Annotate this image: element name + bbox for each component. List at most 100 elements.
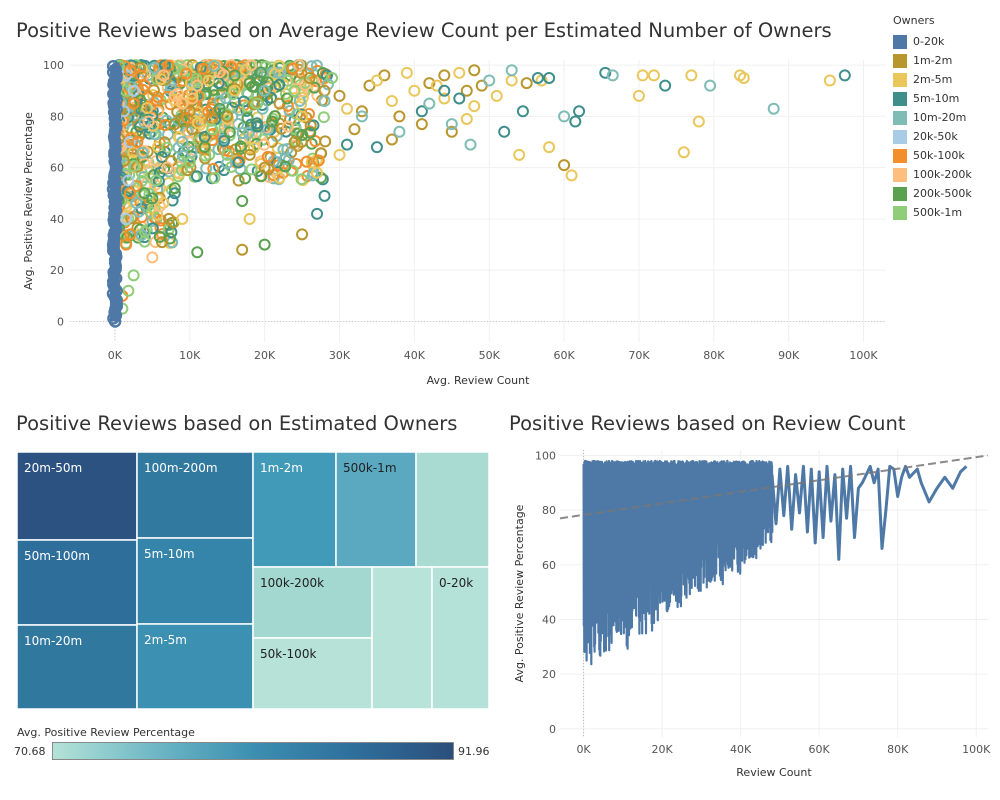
scatter-point [183, 156, 196, 169]
scatter-point [311, 207, 324, 220]
scatter-point [183, 105, 196, 118]
scatter-point [135, 69, 148, 82]
scatter-point [281, 99, 294, 112]
scatter-point [355, 110, 368, 123]
colorbar-title: Avg. Positive Review Percentage [17, 726, 195, 739]
scatter-point [265, 91, 278, 104]
legend-item[interactable]: 100k-200k [893, 165, 972, 184]
legend-swatch [893, 34, 907, 49]
scatter-point [208, 59, 221, 72]
y-tick-label: 80 [50, 110, 64, 123]
scatter-point [265, 135, 278, 148]
scatter-point [236, 243, 249, 256]
scatter-point [340, 102, 353, 115]
scatter-point [273, 66, 286, 79]
legend-label: 500k-1m [913, 206, 963, 219]
scatter-point [258, 138, 271, 151]
x-tick-label: 100K [849, 349, 878, 362]
scatter-chart: 0K 10K 20K 30K 40K 50K 60K 70K 80K 90K 100K 0 20 40 60… [22, 59, 886, 387]
y-tick-label: 100 [535, 449, 556, 462]
scatter-point [123, 187, 136, 200]
scatter-point [192, 117, 205, 130]
legend-item[interactable]: 5m-10m [893, 89, 972, 108]
scatter-point [340, 138, 353, 151]
scatter-point [258, 84, 271, 97]
scatter-point [305, 156, 318, 169]
scatter-point [490, 89, 503, 102]
scatter-point [258, 161, 271, 174]
scatter-point [136, 150, 149, 163]
scatter-point [314, 147, 327, 160]
scatter-point [288, 136, 301, 149]
x-tick-label: 80K [703, 349, 725, 362]
legend-label: 20k-50k [913, 130, 958, 143]
scatter-point [223, 126, 236, 139]
scatter-point [558, 159, 571, 172]
scatter-point [445, 125, 458, 138]
scatter-point [453, 92, 466, 105]
scatter-point [185, 87, 198, 100]
scatter-point [208, 171, 221, 184]
scatter-point [636, 69, 649, 82]
scatter-point [734, 69, 747, 82]
legend-item[interactable]: 500k-1m [893, 203, 972, 222]
scatter-point [221, 148, 234, 161]
scatter-point [288, 84, 301, 97]
scatter-point [659, 79, 672, 92]
legend-item[interactable]: 2m-5m [893, 70, 972, 89]
x-axis-label: Review Count [736, 766, 812, 779]
scatter-point [370, 141, 383, 154]
scatter-point [531, 71, 544, 84]
legend-item[interactable]: 20k-50k [893, 127, 972, 146]
scatter-point [573, 105, 586, 118]
treemap-cell [16, 539, 138, 626]
scatter-point [632, 89, 645, 102]
scatter-point [393, 125, 406, 138]
treemap-cell-label: 10m-20m [24, 634, 82, 648]
scatter-point [423, 97, 436, 110]
scatter-point [123, 136, 136, 149]
scatter-point [272, 59, 285, 72]
scatter-point [460, 84, 473, 97]
y-axis-label: Avg. Positive Review Percentage [22, 112, 35, 290]
legend-label: 100k-200k [913, 168, 972, 181]
scatter-point [191, 79, 204, 92]
treemap-cell [415, 451, 490, 568]
scatter-point [242, 141, 255, 154]
scatter-point [242, 126, 255, 139]
scatter-point [318, 189, 331, 202]
legend-swatch [893, 91, 907, 106]
scatter-point [275, 122, 288, 135]
scatter-point [438, 69, 451, 82]
scatter-point [134, 94, 147, 107]
legend-label: 50k-100k [913, 149, 965, 162]
scatter-point [120, 238, 133, 251]
legend-item[interactable]: 0-20k [893, 32, 972, 51]
scatter-point [124, 103, 137, 116]
scatter-point [302, 108, 315, 121]
legend-label: 200k-500k [913, 187, 972, 200]
scatter-point [251, 66, 264, 79]
legend-item[interactable]: 1m-2m [893, 51, 972, 70]
scatter-point [438, 92, 451, 105]
scatter-point [146, 251, 159, 264]
scatter-point [258, 238, 271, 251]
scatter-point [279, 160, 292, 173]
legend-item[interactable]: 50k-100k [893, 146, 972, 165]
scatter-point [198, 136, 211, 149]
scatter-point [168, 89, 181, 102]
legend-swatch [893, 186, 907, 201]
scatter-point [176, 97, 189, 110]
scatter-point [239, 64, 252, 77]
scatter-point [123, 64, 136, 77]
legend-swatch [893, 110, 907, 125]
scatter-points [106, 59, 851, 328]
scatter-point [520, 77, 533, 90]
legend-item[interactable]: 10m-20m [893, 108, 972, 127]
legend-item[interactable]: 200k-500k [893, 184, 972, 203]
scatter-point [146, 104, 159, 117]
trend-line [559, 454, 989, 520]
scatter-point [606, 69, 619, 82]
colorbar-min-label: 70.68 [14, 745, 46, 758]
